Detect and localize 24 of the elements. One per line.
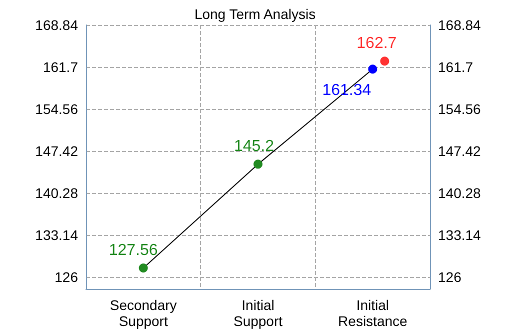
y2-tick-label: 147.42 — [438, 143, 482, 160]
y-tick-label: 133.14 — [35, 227, 78, 244]
y2-tick-label: 154.56 — [438, 101, 482, 118]
point — [138, 264, 148, 273]
y2-tick-label: 126 — [438, 269, 462, 286]
y-tick-label: 147.42 — [35, 143, 78, 160]
x-tick-label: Initial Resistance — [338, 297, 408, 329]
data-label: 162.7 — [356, 35, 397, 52]
y2-tick-label: 133.14 — [438, 227, 482, 244]
y-tick-label: 154.56 — [35, 101, 78, 118]
data-label: 145.2 — [234, 138, 274, 156]
y-tick-label: 168.84 — [35, 17, 78, 33]
x-tick-label: Initial Support — [233, 297, 283, 329]
y2-tick-label: 161.7 — [438, 59, 474, 76]
y-tick-label: 126 — [54, 269, 78, 286]
y-tick-label: 161.7 — [42, 59, 78, 76]
point — [368, 64, 378, 74]
chart-title: Long Term Analysis — [194, 6, 316, 22]
data-label: 127.56 — [108, 242, 158, 260]
y2-tick-label: 168.84 — [438, 17, 482, 33]
x-tick-label: Secondary Support — [110, 297, 177, 329]
y2-tick-label: 140.28 — [438, 185, 482, 202]
y-tick-label: 140.28 — [35, 185, 78, 202]
point — [254, 160, 262, 169]
